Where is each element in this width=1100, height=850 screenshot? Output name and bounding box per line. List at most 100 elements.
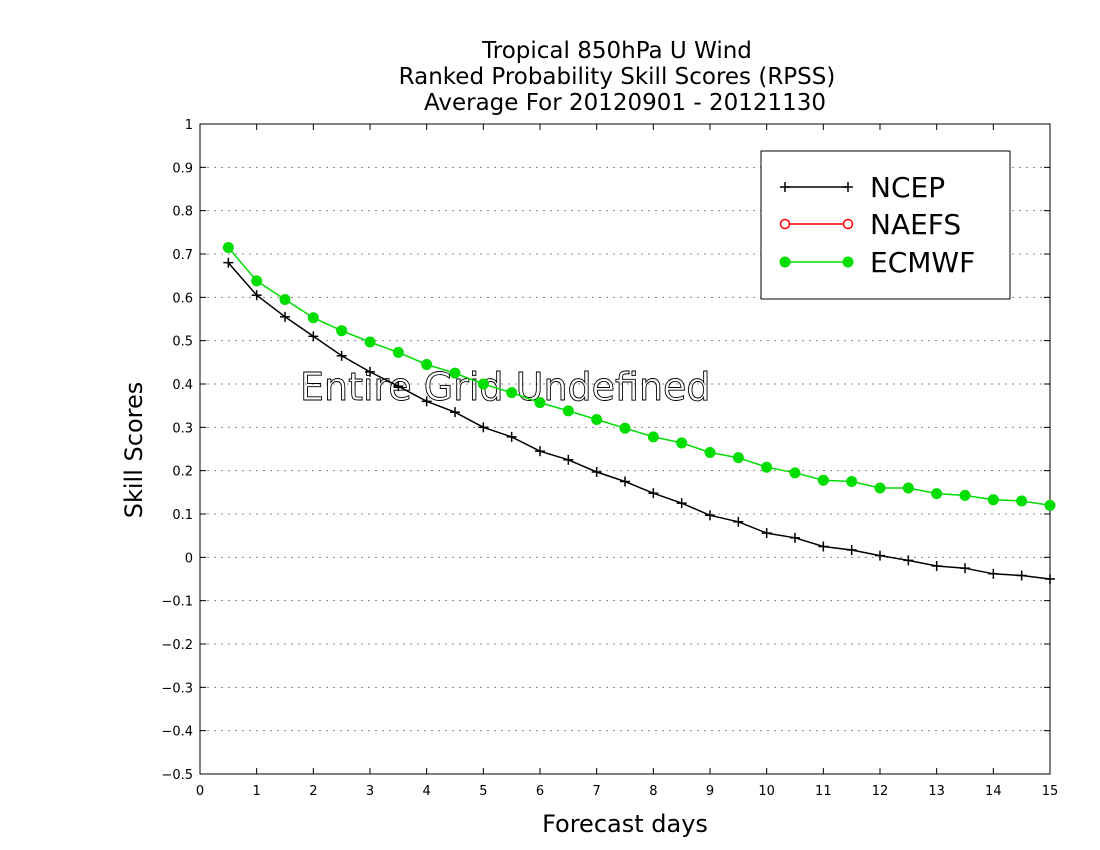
x-tick-label: 8 <box>649 784 657 799</box>
data-point-ncep <box>676 498 687 509</box>
data-point-ncep <box>280 311 290 322</box>
y-tick-label: 0.1 <box>172 508 193 523</box>
data-point-ecmwf <box>477 378 489 390</box>
data-point-ncep <box>393 381 404 392</box>
legend-label-ncep: NCEP <box>870 171 945 204</box>
x-tick-label: 13 <box>928 784 945 799</box>
chart-subtitle: Ranked Probability Skill Scores (RPSS) <box>399 64 836 90</box>
x-tick-label: 14 <box>985 784 1002 799</box>
x-tick-label: 5 <box>479 784 487 799</box>
data-point-ncep <box>506 431 517 442</box>
data-point-ecmwf <box>449 367 461 379</box>
data-point-ecmwf <box>336 325 348 337</box>
series-line-ncep <box>227 262 1051 580</box>
data-point-ncep <box>591 466 602 477</box>
data-point-ncep <box>478 422 489 433</box>
y-tick-label: 0.4 <box>172 378 193 393</box>
data-point-ncep <box>308 331 319 342</box>
legend-entry-ncep: NCEP <box>780 171 945 204</box>
legend-entry-ecmwf: ECMWF <box>779 246 975 279</box>
series-ecmwf <box>222 242 1056 511</box>
legend: NCEP NAEFS ECMWF <box>760 150 1011 300</box>
x-tick-label: 9 <box>706 784 714 799</box>
data-point-ecmwf <box>1044 499 1056 511</box>
data-point-ecmwf <box>591 414 603 426</box>
data-point-ncep <box>988 568 999 579</box>
legend-marker-ecmwf <box>842 256 854 268</box>
data-point-ecmwf <box>902 482 914 494</box>
data-point-ncep <box>223 257 234 268</box>
legend-box <box>760 150 1011 300</box>
data-point-ecmwf <box>222 242 234 253</box>
data-point-ecmwf <box>987 494 999 506</box>
legend-label-ecmwf: ECMWF <box>870 246 975 279</box>
data-point-ecmwf <box>647 431 659 443</box>
data-point-ecmwf <box>619 422 631 434</box>
data-point-ncep <box>336 350 347 361</box>
data-point-ncep <box>1016 570 1027 581</box>
y-tick-label: −0.1 <box>161 595 193 610</box>
legend-label-naefs: NAEFS <box>870 208 961 241</box>
y-tick-label: 0.9 <box>172 161 193 176</box>
y-tick-label: −0.2 <box>161 638 193 653</box>
data-point-ncep <box>620 476 630 487</box>
data-point-ncep <box>903 555 914 566</box>
data-point-ncep <box>960 563 970 574</box>
data-point-ecmwf <box>307 312 319 324</box>
y-tick-label: −0.5 <box>161 768 193 783</box>
data-point-ecmwf <box>817 474 829 486</box>
x-axis-title: Forecast days <box>542 810 708 838</box>
x-tick-label: 10 <box>758 784 775 799</box>
series-ncep <box>223 257 1055 584</box>
y-tick-label: 0 <box>185 551 193 566</box>
y-axis-title: Skill Scores <box>120 382 148 519</box>
data-point-ecmwf <box>676 437 688 449</box>
data-point-ncep <box>761 528 772 539</box>
y-tick-label: −0.4 <box>161 725 193 740</box>
data-point-ncep <box>931 561 942 571</box>
x-tick-label: 15 <box>1042 784 1059 799</box>
data-point-ncep <box>1045 574 1055 584</box>
axis-ticks: −0.5 −0.4 −0.3 −0.2 −0.1 0 0.1 0.2 0.3 0.4 0.5 0.6 0… <box>161 118 1058 799</box>
data-point-ecmwf <box>959 489 971 501</box>
data-point-ncep <box>648 488 659 499</box>
data-point-ecmwf <box>534 397 546 409</box>
data-point-ecmwf <box>364 336 376 348</box>
data-point-ecmwf <box>761 461 773 473</box>
data-point-ncep <box>733 516 744 527</box>
data-point-ncep <box>818 541 829 552</box>
x-tick-label: 4 <box>423 784 431 799</box>
data-point-ncep <box>535 446 545 457</box>
series-layer <box>222 242 1056 584</box>
y-tick-label: 1 <box>185 118 193 133</box>
data-point-ecmwf <box>789 467 801 479</box>
plot-frame <box>199 123 1051 775</box>
data-point-ecmwf <box>506 387 518 399</box>
legend-marker-ncep <box>780 182 790 192</box>
y-tick-label: 0.7 <box>172 248 193 263</box>
y-tick-label: −0.3 <box>161 681 193 696</box>
data-point-ecmwf <box>421 359 433 370</box>
legend-marker-ncep <box>843 182 853 192</box>
data-point-ncep <box>450 407 460 418</box>
data-point-ncep <box>875 550 885 561</box>
chart-period: Average For 20120901 - 20121130 <box>424 90 826 116</box>
data-point-ecmwf <box>1016 495 1028 507</box>
legend-marker-naefs <box>779 218 791 230</box>
y-tick-label: 0.3 <box>172 421 193 436</box>
chart-title: Tropical 850hPa U Wind <box>481 38 752 64</box>
data-point-ncep <box>705 510 715 521</box>
x-tick-label: 3 <box>366 784 374 799</box>
data-point-ecmwf <box>392 346 404 358</box>
data-point-ncep <box>846 544 857 555</box>
data-point-ncep <box>365 366 375 377</box>
y-tick-label: 0.5 <box>172 335 193 350</box>
undefined-grid-annotation: Entire Grid Undefined <box>300 365 711 409</box>
x-tick-label: 0 <box>196 784 204 799</box>
data-point-ecmwf <box>279 294 291 305</box>
data-point-ecmwf <box>251 275 263 287</box>
x-tick-label: 7 <box>593 784 601 799</box>
data-point-ecmwf <box>931 488 943 500</box>
legend-marker-naefs <box>842 218 854 230</box>
